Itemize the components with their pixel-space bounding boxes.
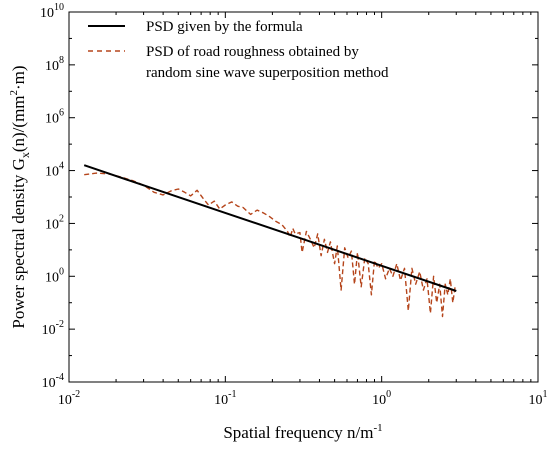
legend-label-sine-superposition-line2: random sine wave superposition method: [146, 65, 389, 81]
series-line-sine-superposition-psd: [84, 172, 456, 318]
axis-ticks: [68, 11, 538, 383]
x-tick-label: 10-1: [214, 389, 236, 408]
y-tick-label: 104: [45, 161, 64, 180]
y-tick-label: 106: [45, 108, 64, 127]
legend: PSD given by the formula PSD of road rou…: [88, 19, 389, 81]
y-tick-label: 10-2: [42, 319, 64, 338]
y-tick-label: 102: [45, 213, 64, 232]
y-tick-label: 10-4: [42, 372, 64, 391]
x-tick-label: 101: [529, 389, 548, 408]
x-tick-label: 100: [372, 389, 391, 408]
tick-labels: 10-2 10-1 100 10110-410-2100102104106108101…: [40, 2, 548, 408]
y-axis-title: Power spectral density Gx(n)/(mm2·m): [8, 65, 32, 328]
series-line-formula-psd: [83, 164, 457, 292]
legend-label-sine-superposition-line1: PSD of road roughness obtained by: [146, 44, 359, 60]
y-tick-label: 100: [45, 266, 64, 285]
x-axis-title: Spatial frequency n/m-1: [223, 422, 382, 442]
y-tick-label: 1010: [40, 2, 64, 21]
y-tick-label: 108: [45, 55, 64, 74]
legend-label-formula: PSD given by the formula: [146, 19, 303, 35]
series-layer: [83, 164, 457, 318]
x-tick-label: 10-2: [58, 389, 80, 408]
